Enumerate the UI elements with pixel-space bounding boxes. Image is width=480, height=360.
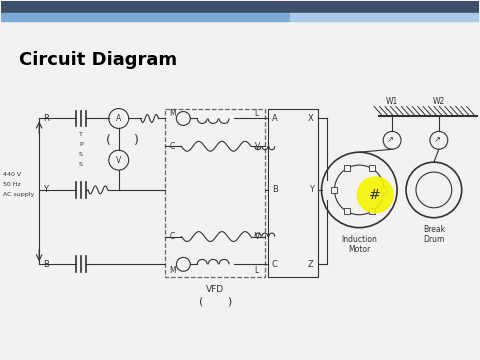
Text: Z: Z: [308, 260, 313, 269]
Text: W1: W1: [386, 96, 398, 105]
Circle shape: [357, 177, 393, 213]
Bar: [290, 13, 479, 21]
Text: L: L: [255, 109, 259, 118]
Bar: [344, 166, 350, 171]
Text: A: A: [272, 114, 277, 123]
Bar: [332, 187, 337, 193]
Text: S: S: [79, 152, 83, 157]
Text: B: B: [272, 185, 278, 194]
Text: Y: Y: [43, 185, 48, 194]
Text: (       ): ( ): [199, 296, 232, 306]
Bar: [381, 187, 387, 193]
Text: B: B: [43, 260, 49, 269]
Text: X: X: [308, 114, 313, 123]
Text: ↗: ↗: [386, 135, 394, 144]
Text: Break: Break: [423, 225, 445, 234]
Text: AC supply: AC supply: [3, 192, 35, 197]
Text: R: R: [43, 114, 49, 123]
Text: S: S: [79, 162, 83, 167]
Text: C: C: [169, 142, 175, 151]
Text: A: A: [116, 114, 121, 123]
Bar: [344, 208, 350, 215]
Text: W2: W2: [432, 96, 445, 105]
Text: C: C: [169, 232, 175, 241]
Text: M: M: [169, 109, 176, 118]
Text: L: L: [255, 266, 259, 275]
Text: V: V: [254, 142, 260, 151]
Text: T: T: [79, 132, 83, 137]
Text: #: #: [369, 188, 381, 202]
Text: ↗: ↗: [433, 135, 440, 144]
Text: V: V: [254, 232, 260, 241]
Text: Drum: Drum: [423, 235, 444, 244]
Bar: [268, 109, 318, 277]
Text: Induction: Induction: [341, 235, 377, 244]
Text: M: M: [169, 266, 176, 275]
Text: 50 Hz: 50 Hz: [3, 182, 21, 187]
Text: (: (: [107, 134, 111, 147]
Text: P: P: [79, 142, 83, 147]
Text: Y: Y: [309, 185, 313, 194]
Bar: [1, 13, 290, 21]
Text: Motor: Motor: [348, 245, 371, 254]
Bar: [369, 166, 375, 171]
Bar: [1, 1, 479, 13]
Text: ): ): [134, 134, 139, 147]
Text: VFD: VFD: [206, 285, 224, 294]
Text: C: C: [272, 260, 278, 269]
Text: Circuit Diagram: Circuit Diagram: [19, 51, 178, 69]
Text: 440 V: 440 V: [3, 172, 22, 177]
Text: V: V: [116, 156, 121, 165]
Bar: [369, 208, 375, 215]
